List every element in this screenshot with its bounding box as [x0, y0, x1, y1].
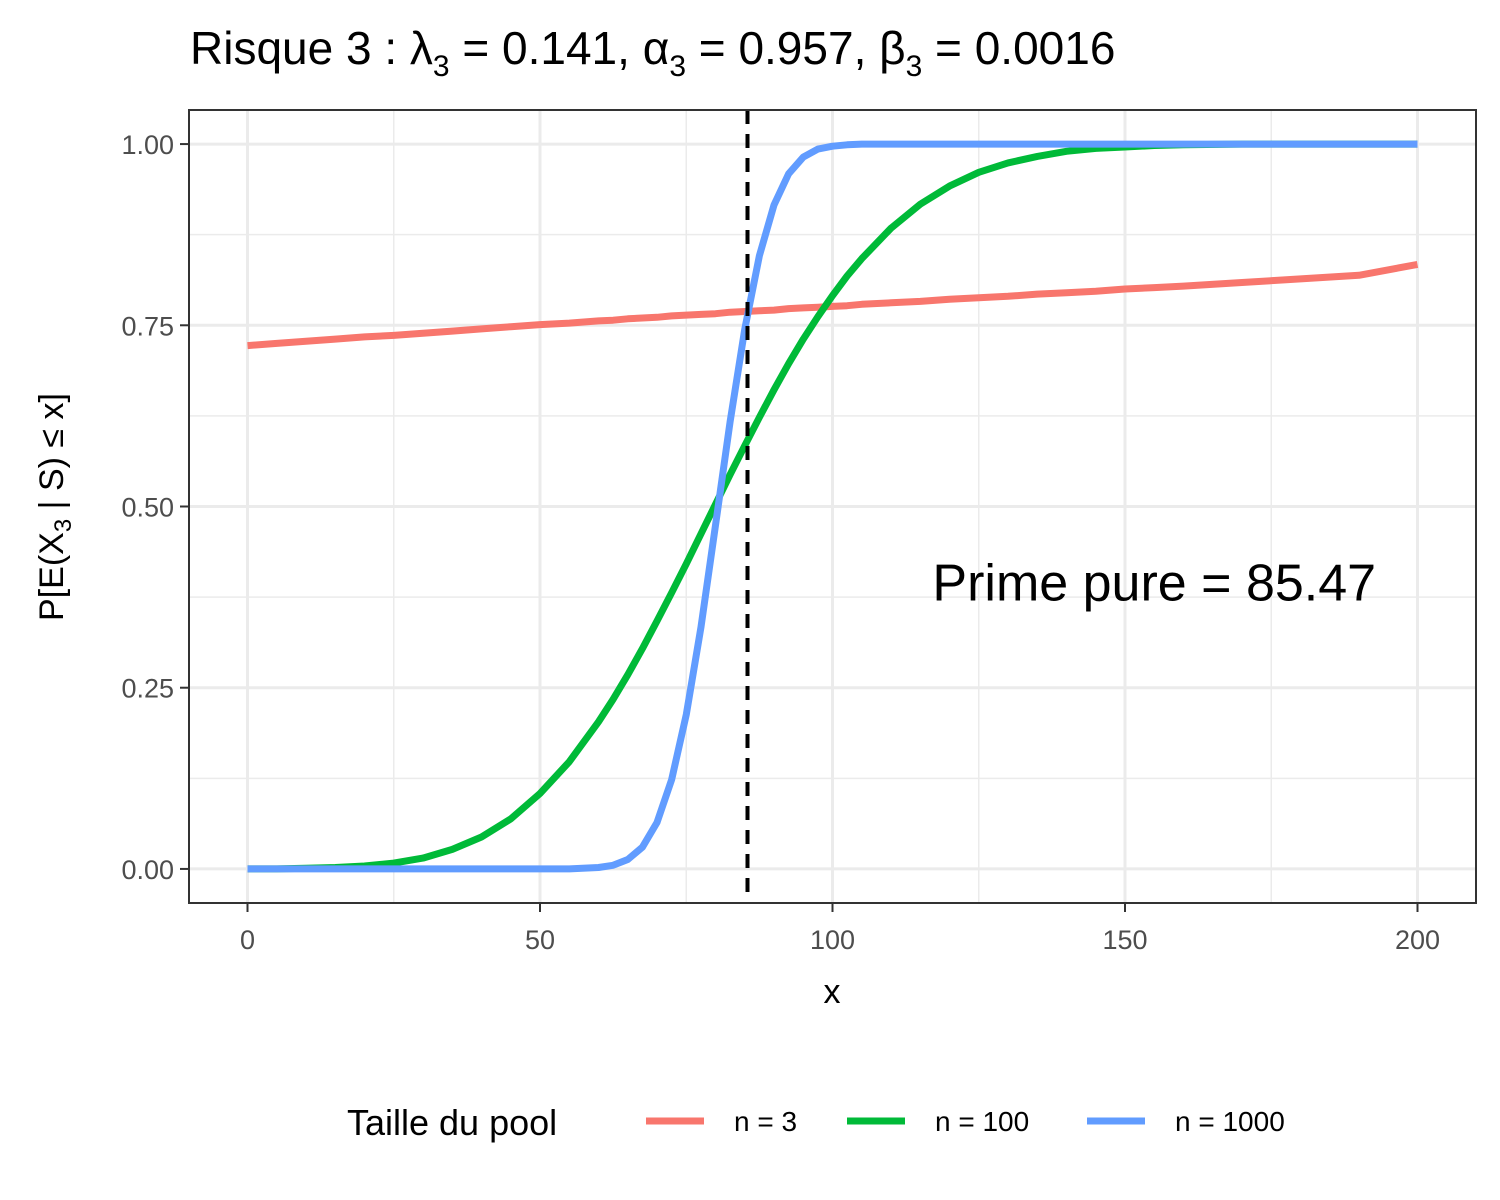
x-axis-title: x [824, 973, 841, 1011]
legend-title: Taille du pool [347, 1102, 557, 1143]
y-tick-label: 1.00 [121, 130, 174, 160]
alpha-value: 0.957 [738, 22, 853, 74]
y-tick-label: 0.50 [121, 493, 174, 523]
y-tick-label: 0.25 [121, 674, 174, 704]
chart-title: Risque 3 : λ3 = 0.141, α3 = 0.957, β3 = … [190, 22, 1115, 83]
y-axis-title: P[E(X3 | S) ≤ x] [33, 393, 77, 621]
series-line-2 [247, 140, 1418, 873]
alpha-symbol: α [643, 22, 670, 74]
x-tick-label: 100 [810, 925, 855, 955]
legend-label-1: n = 3 [734, 1106, 797, 1137]
series-line-1 [247, 260, 1419, 350]
legend-label-3: n = 1000 [1175, 1106, 1285, 1137]
prime-pure-annotation: Prime pure = 85.47 [932, 555, 1376, 613]
x-tick-label: 150 [1102, 925, 1147, 955]
x-tick-label: 200 [1395, 925, 1440, 955]
y-axis: 0.00 0.25 0.50 0.75 1.00 [121, 130, 189, 885]
series-line-3 [247, 140, 1418, 873]
x-tick-label: 50 [525, 925, 555, 955]
series-layer [247, 140, 1419, 873]
x-axis: 0 50 100 150 200 [240, 903, 1440, 955]
y-tick-label: 0.75 [121, 311, 174, 341]
lambda-symbol: λ [410, 22, 433, 74]
beta-value: 0.0016 [975, 22, 1116, 74]
legend: Taille du pool n = 3 n = 100 n = 1000 [347, 1102, 1285, 1143]
lambda-value: 0.141 [502, 22, 617, 74]
y-tick-label: 0.00 [121, 855, 174, 885]
major-gridlines [189, 110, 1476, 903]
beta-symbol: β [879, 22, 905, 74]
x-tick-label: 0 [240, 925, 255, 955]
legend-label-2: n = 100 [935, 1106, 1029, 1137]
